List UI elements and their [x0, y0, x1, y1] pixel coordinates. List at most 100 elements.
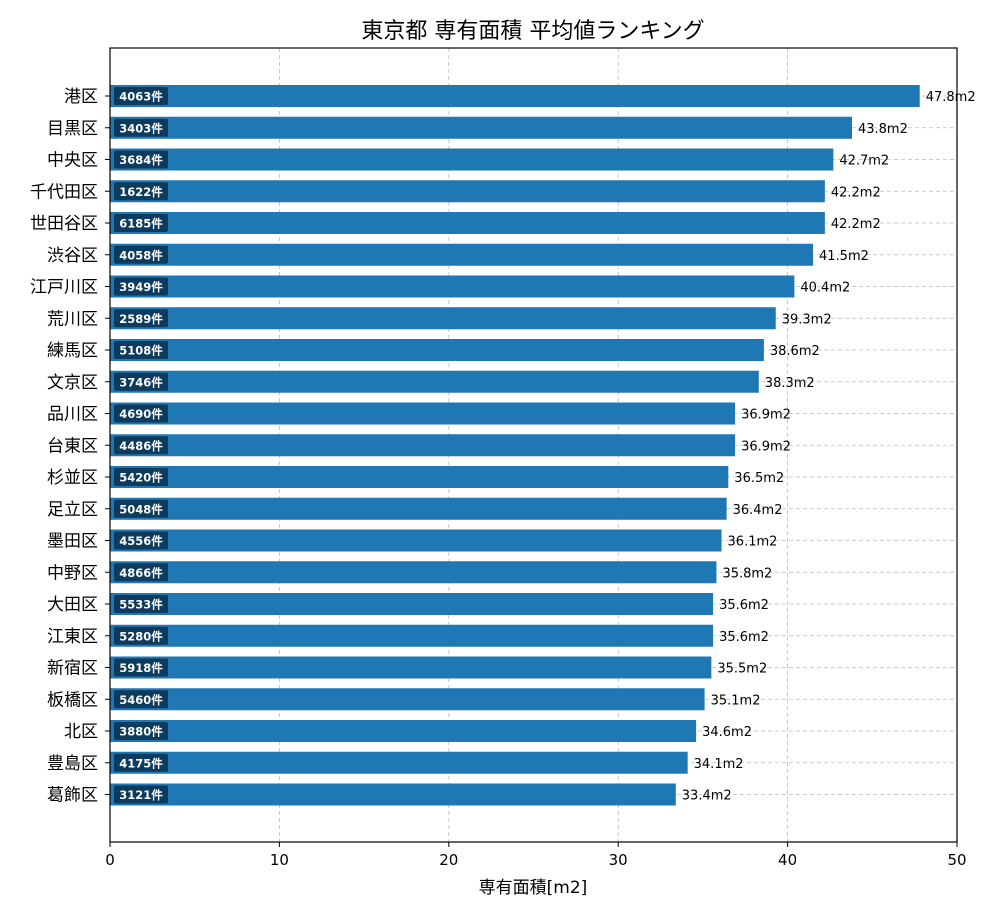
count-label: 5918件: [119, 661, 163, 675]
category-label: 千代田区: [30, 182, 98, 202]
count-label: 4058件: [119, 248, 163, 262]
count-label: 3121件: [119, 788, 163, 802]
bar: [110, 561, 717, 584]
value-label: 39.3m2: [782, 312, 832, 327]
count-label: 5420件: [119, 471, 163, 485]
value-label: 34.6m2: [702, 725, 752, 740]
count-label: 3403件: [119, 121, 163, 135]
category-label: 世田谷区: [30, 214, 98, 234]
count-badge: [114, 341, 168, 359]
bar: [110, 783, 676, 806]
labels: 47.8m2 4063件 43.8m2 3403件 42.7m2 3684件 42.2m2 1…: [114, 87, 976, 804]
category-label: 葛飾区: [47, 786, 98, 806]
count-badge: [114, 277, 168, 296]
bar: [110, 593, 714, 615]
count-badge: [114, 436, 168, 455]
bar: [110, 529, 722, 552]
count-label: 4486件: [119, 439, 163, 453]
category-label: 台東区: [47, 436, 98, 456]
value-label: 33.4m2: [682, 789, 732, 804]
value-label: 47.8m2: [926, 90, 976, 105]
x-tick-label: 30: [609, 851, 628, 869]
count-badge: [114, 722, 168, 740]
bar: [110, 497, 727, 520]
count-label: 4556件: [119, 534, 163, 548]
count-badge: [114, 372, 168, 391]
count-badge: [114, 531, 168, 550]
value-label: 38.3m2: [765, 376, 815, 391]
count-label: 3880件: [119, 725, 163, 739]
bar: [110, 148, 834, 171]
category-label: 北区: [64, 722, 98, 742]
count-badge: [114, 87, 168, 105]
count-badge: [114, 658, 168, 677]
bar: [110, 624, 714, 647]
value-label: 36.5m2: [734, 471, 784, 486]
bar: [110, 402, 736, 425]
count-badge: [114, 468, 168, 486]
value-label: 35.6m2: [719, 598, 769, 613]
count-label: 5108件: [119, 344, 163, 358]
bar: [110, 180, 825, 203]
count-label: 4175件: [119, 756, 163, 770]
bar: [110, 85, 920, 107]
x-tick-label: 50: [947, 851, 966, 869]
category-label: 中央区: [47, 151, 98, 171]
count-badge: [114, 150, 168, 169]
count-label: 3949件: [119, 280, 163, 294]
axes: 0 10 20 30 40 50 港区目黒区中央区千代田区世田谷区渋谷区江戸川区荒川区練馬区…: [30, 87, 967, 869]
value-label: 41.5m2: [819, 249, 869, 264]
count-label: 4063件: [119, 90, 163, 104]
count-label: 5460件: [119, 693, 163, 707]
count-label: 1622件: [119, 185, 163, 199]
value-label: 35.6m2: [719, 630, 769, 645]
count-label: 3746件: [119, 375, 163, 389]
category-label: 品川区: [47, 405, 98, 425]
bar: [110, 370, 759, 393]
count-badge: [114, 626, 168, 645]
count-label: 3684件: [119, 153, 163, 167]
category-label: 渋谷区: [47, 246, 98, 266]
value-label: 35.5m2: [717, 662, 767, 677]
bar: [110, 751, 688, 774]
count-badge: [114, 245, 168, 264]
value-label: 36.9m2: [741, 408, 791, 423]
category-label: 杉並区: [47, 468, 98, 488]
count-badge: [114, 309, 168, 328]
count-label: 4866件: [119, 566, 163, 580]
bar: [110, 212, 825, 234]
count-badge: [114, 563, 168, 582]
category-label: 墨田区: [47, 532, 98, 552]
category-label: 新宿区: [47, 659, 98, 679]
category-label: 足立区: [47, 500, 98, 520]
bar: [110, 720, 697, 742]
value-label: 43.8m2: [858, 122, 908, 137]
value-label: 38.6m2: [770, 344, 820, 359]
category-label: 大田区: [47, 595, 98, 615]
bar: [110, 466, 729, 488]
category-label: 港区: [64, 87, 98, 107]
value-label: 36.1m2: [728, 535, 778, 550]
count-badge: [114, 753, 168, 772]
bar: [110, 243, 814, 266]
bar: [110, 656, 712, 679]
value-label: 34.1m2: [694, 757, 744, 772]
count-label: 2589件: [119, 312, 163, 326]
category-label: 豊島区: [47, 754, 98, 774]
category-label: 江東区: [47, 627, 98, 647]
count-badge: [114, 690, 168, 709]
count-badge: [114, 595, 168, 613]
count-label: 6185件: [119, 217, 163, 231]
bar: [110, 275, 795, 298]
category-label: 文京区: [47, 373, 98, 393]
count-badge: [114, 499, 168, 518]
value-label: 35.1m2: [711, 693, 761, 708]
x-tick-label: 20: [439, 851, 458, 869]
category-label: 板橋区: [47, 690, 98, 710]
value-label: 42.7m2: [839, 154, 889, 169]
count-badge: [114, 404, 168, 423]
count-label: 5048件: [119, 502, 163, 516]
bar: [110, 339, 764, 361]
